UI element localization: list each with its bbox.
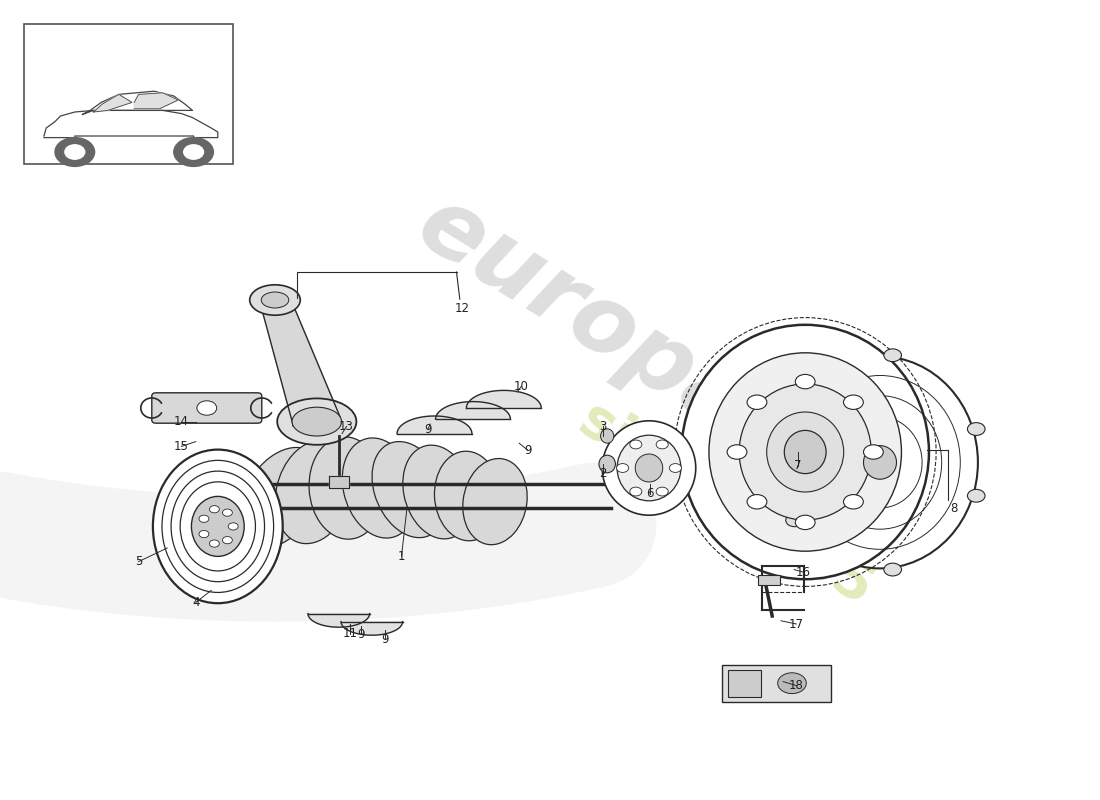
Text: 11: 11 (342, 627, 358, 640)
Polygon shape (397, 416, 472, 434)
Circle shape (656, 440, 668, 449)
Ellipse shape (403, 445, 473, 539)
Ellipse shape (603, 421, 695, 515)
Circle shape (967, 490, 984, 502)
Text: 3: 3 (600, 420, 606, 433)
Ellipse shape (636, 454, 662, 482)
Text: 14: 14 (174, 415, 189, 428)
Ellipse shape (681, 325, 928, 579)
Polygon shape (329, 476, 349, 488)
Text: 15: 15 (174, 440, 189, 453)
Ellipse shape (708, 353, 901, 551)
Circle shape (55, 138, 95, 166)
Circle shape (229, 523, 238, 530)
Circle shape (184, 145, 204, 159)
Circle shape (747, 395, 767, 410)
Circle shape (844, 494, 864, 509)
Ellipse shape (372, 442, 447, 538)
Text: 9: 9 (525, 444, 531, 457)
Text: 4: 4 (192, 596, 199, 609)
Ellipse shape (191, 496, 244, 557)
Text: since 1985: since 1985 (570, 392, 882, 616)
Circle shape (656, 487, 668, 496)
Circle shape (785, 398, 803, 411)
Ellipse shape (197, 401, 217, 415)
Circle shape (747, 494, 767, 509)
Circle shape (785, 514, 803, 526)
Ellipse shape (292, 407, 341, 436)
Circle shape (65, 145, 85, 159)
Ellipse shape (277, 398, 356, 445)
Text: 9: 9 (358, 628, 364, 641)
Ellipse shape (239, 447, 322, 548)
Circle shape (174, 138, 213, 166)
Text: 9: 9 (382, 633, 388, 646)
Polygon shape (82, 91, 192, 114)
Circle shape (222, 537, 232, 544)
Ellipse shape (784, 430, 826, 474)
Ellipse shape (767, 412, 844, 492)
Ellipse shape (250, 285, 300, 315)
Ellipse shape (617, 435, 681, 501)
Text: 18: 18 (789, 679, 804, 692)
Polygon shape (308, 614, 370, 627)
Circle shape (967, 422, 984, 435)
Polygon shape (94, 94, 132, 112)
FancyBboxPatch shape (722, 665, 830, 702)
Polygon shape (260, 298, 340, 426)
FancyBboxPatch shape (24, 24, 233, 164)
Text: 13: 13 (339, 420, 354, 433)
Text: europares: europares (400, 178, 909, 542)
Text: 2: 2 (600, 467, 606, 480)
Polygon shape (436, 402, 510, 419)
Circle shape (222, 509, 232, 516)
Circle shape (209, 506, 219, 513)
Polygon shape (466, 390, 541, 408)
Circle shape (795, 515, 815, 530)
Circle shape (199, 530, 209, 538)
Text: 8: 8 (950, 502, 958, 514)
Circle shape (616, 464, 628, 472)
Text: 16: 16 (795, 566, 811, 578)
Circle shape (629, 487, 641, 496)
Circle shape (727, 445, 747, 459)
Circle shape (884, 349, 902, 362)
Circle shape (795, 374, 815, 389)
Ellipse shape (782, 357, 978, 569)
Ellipse shape (463, 458, 527, 545)
Text: 12: 12 (454, 302, 470, 315)
Circle shape (884, 563, 902, 576)
Text: 5: 5 (135, 555, 142, 568)
Ellipse shape (262, 292, 288, 308)
Circle shape (864, 445, 883, 459)
Ellipse shape (275, 440, 352, 544)
Ellipse shape (153, 450, 283, 603)
Ellipse shape (309, 437, 384, 539)
Polygon shape (134, 93, 178, 109)
Circle shape (778, 673, 806, 694)
FancyBboxPatch shape (728, 670, 761, 697)
Text: 9: 9 (425, 423, 431, 436)
Text: 6: 6 (647, 487, 653, 500)
Ellipse shape (600, 455, 616, 473)
Ellipse shape (601, 429, 614, 443)
Text: 10: 10 (514, 380, 529, 393)
Polygon shape (341, 622, 403, 635)
Text: 1: 1 (398, 550, 405, 562)
Text: 7: 7 (794, 459, 801, 472)
Ellipse shape (342, 438, 417, 538)
Ellipse shape (434, 451, 500, 541)
FancyBboxPatch shape (152, 393, 262, 423)
Polygon shape (44, 110, 218, 138)
Text: 17: 17 (789, 618, 804, 630)
FancyBboxPatch shape (758, 575, 780, 585)
Circle shape (844, 395, 864, 410)
Circle shape (669, 464, 681, 472)
Circle shape (199, 515, 209, 522)
Ellipse shape (864, 446, 896, 479)
Circle shape (629, 440, 641, 449)
Circle shape (209, 540, 219, 547)
Ellipse shape (739, 384, 871, 520)
